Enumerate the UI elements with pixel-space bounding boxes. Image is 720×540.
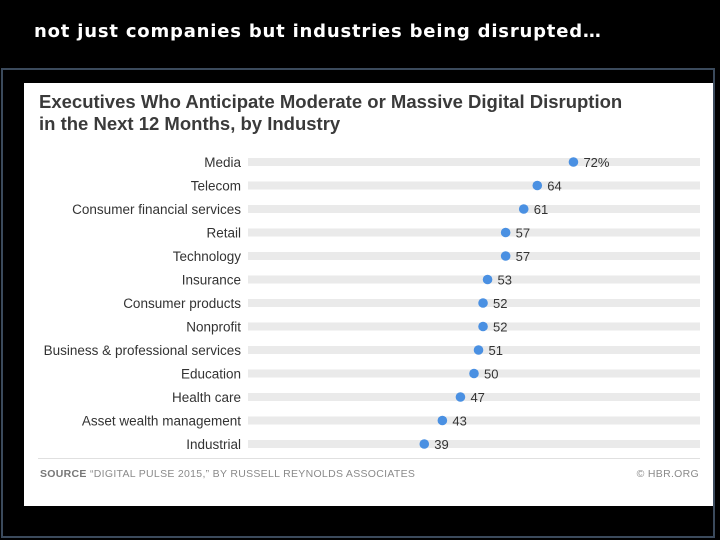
category-label: Retail — [206, 226, 241, 241]
category-label: Telecom — [191, 179, 241, 194]
value-label: 64 — [547, 179, 561, 194]
value-label: 51 — [489, 343, 503, 358]
value-label: 43 — [452, 414, 466, 429]
value-label: 50 — [484, 367, 498, 382]
value-label: 57 — [516, 226, 530, 241]
row-track — [248, 228, 700, 237]
category-label: Nonprofit — [186, 320, 241, 335]
row-track — [248, 299, 700, 307]
chart-title: Executives Who Anticipate Moderate or Ma… — [39, 91, 699, 135]
data-point — [437, 415, 448, 426]
category-label: Consumer products — [123, 296, 241, 311]
data-point — [500, 251, 511, 261]
source-note: SOURCE “DIGITAL PULSE 2015,” BY RUSSELL … — [40, 468, 415, 480]
data-point — [469, 368, 479, 379]
credit: © HBR.ORG — [636, 468, 699, 480]
category-label: Asset wealth management — [82, 414, 241, 429]
category-label: Industrial — [186, 437, 241, 452]
category-label: Media — [204, 155, 241, 170]
row-track — [248, 322, 700, 331]
row-track — [248, 393, 700, 401]
data-point — [568, 157, 579, 167]
row-track — [248, 416, 700, 425]
value-label: 52 — [493, 320, 507, 335]
footer-divider — [38, 458, 700, 459]
row-track — [248, 158, 700, 166]
category-label: Education — [181, 367, 241, 382]
data-point — [532, 180, 543, 191]
slide-title: not just companies but industries being … — [34, 21, 602, 42]
chart-title-line-2: in the Next 12 Months, by Industry — [39, 113, 341, 134]
source-label: SOURCE — [40, 468, 87, 480]
value-label: 61 — [534, 202, 548, 217]
data-point — [455, 392, 466, 402]
row-track — [248, 252, 700, 260]
category-label: Business & professional services — [44, 343, 242, 358]
data-point — [478, 298, 488, 308]
chart-title-line-1: Executives Who Anticipate Moderate or Ma… — [39, 91, 623, 112]
data-point — [473, 345, 484, 355]
dot-chart: Media 72% Telecom 64 Consumer financial serv… — [44, 155, 700, 452]
row-track — [248, 275, 700, 284]
data-point — [478, 321, 488, 332]
slide-frame — [1, 68, 715, 538]
data-point — [482, 274, 493, 285]
category-label: Health care — [172, 390, 241, 405]
value-label: 72% — [583, 155, 609, 170]
value-label: 47 — [470, 390, 484, 405]
data-point — [500, 227, 511, 238]
value-label: 53 — [498, 273, 512, 288]
row-track — [248, 440, 700, 448]
chart-panel: Media 72% Telecom 64 Consumer financial serv… — [24, 83, 713, 506]
value-label: 57 — [516, 249, 530, 264]
data-point — [419, 439, 430, 449]
row-track — [248, 181, 700, 190]
row-track — [248, 205, 700, 213]
value-label: 52 — [493, 296, 507, 311]
category-label: Technology — [173, 249, 242, 264]
category-label: Insurance — [182, 273, 241, 288]
value-label: 39 — [434, 437, 448, 452]
category-label: Consumer financial services — [72, 202, 241, 217]
data-point — [518, 204, 529, 214]
source-text: “DIGITAL PULSE 2015,” BY RUSSELL REYNOLD… — [89, 468, 416, 480]
